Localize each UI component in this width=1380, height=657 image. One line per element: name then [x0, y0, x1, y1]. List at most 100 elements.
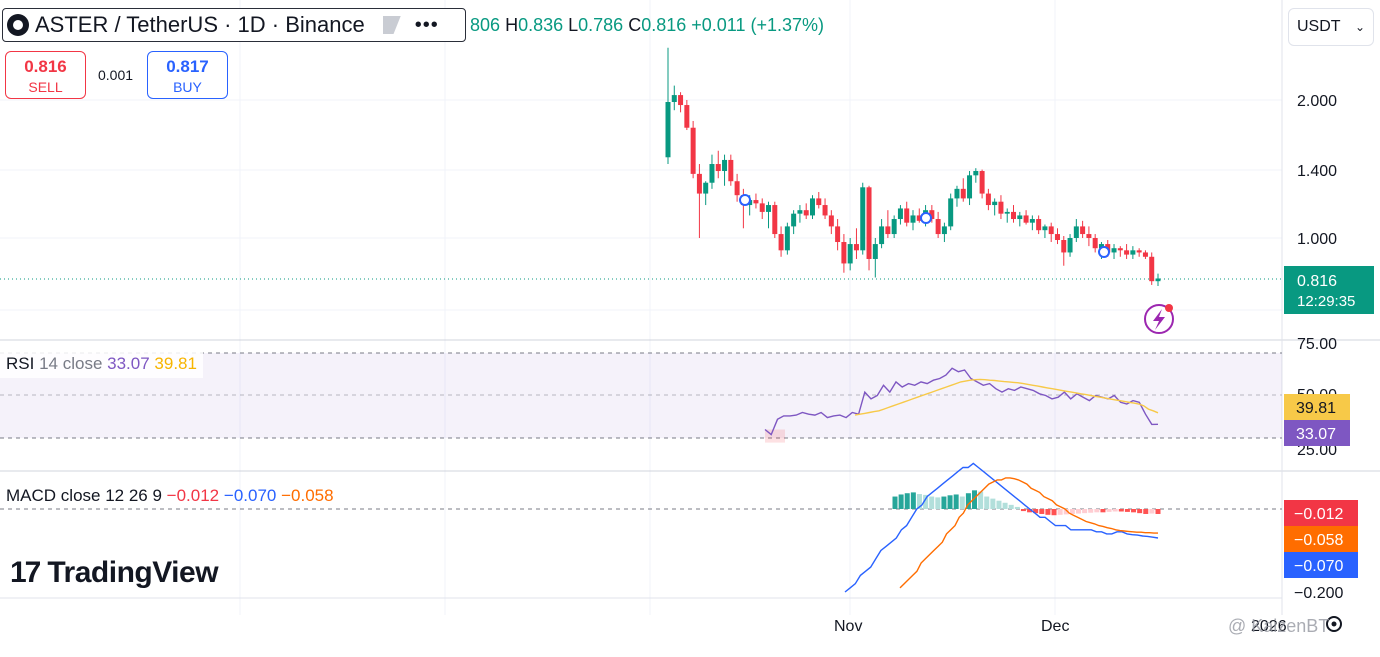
- candle-body: [1073, 226, 1079, 238]
- candle-body: [778, 234, 784, 251]
- candle-body: [784, 226, 790, 251]
- macd-layer: [844, 462, 1161, 593]
- grid: [0, 0, 1282, 615]
- more-horizontal-icon[interactable]: •••: [414, 14, 439, 36]
- lightning-alert-icon[interactable]: [1144, 304, 1174, 334]
- candle-body: [897, 208, 903, 220]
- ohlc-values: 806 H0.836 L0.786 C0.816 +0.011 (+1.37%): [470, 15, 824, 36]
- candle-body: [1149, 256, 1155, 282]
- ohlc-low-label: L: [568, 15, 579, 35]
- macd-histogram-bar: [941, 496, 947, 509]
- candle-body: [860, 187, 866, 251]
- macd-histogram-bar: [1100, 509, 1106, 513]
- candle-body: [967, 175, 973, 199]
- svg-text:33.07: 33.07: [1296, 426, 1336, 443]
- sell-button[interactable]: 0.816 SELL: [5, 51, 86, 99]
- macd-histogram-bar: [959, 496, 965, 509]
- candle-body: [904, 208, 910, 223]
- rsi-legend-ma: 39.81: [154, 354, 197, 373]
- time-tick: Nov: [834, 618, 862, 635]
- currency-select[interactable]: USDT ⌄: [1288, 8, 1374, 46]
- candle-body: [929, 210, 935, 220]
- candle-body: [722, 159, 728, 172]
- macd-histogram-bar: [898, 494, 904, 509]
- ohlc-close: 0.816: [641, 15, 687, 35]
- macd-histogram-bar: [1014, 506, 1020, 509]
- macd-histogram-bar: [892, 496, 898, 509]
- event-marker-icon[interactable]: [739, 194, 751, 206]
- event-marker-icon[interactable]: [920, 212, 932, 224]
- price-tick: 2.000: [1297, 93, 1337, 110]
- macd-histogram-bar: [1027, 509, 1033, 513]
- macd-legend-macd: −0.070: [223, 486, 277, 505]
- macd-legend[interactable]: MACD close 12 26 9 −0.012 −0.070 −0.058: [6, 486, 334, 506]
- candle-body: [1130, 250, 1136, 255]
- macd-histogram-bar: [990, 498, 996, 509]
- macd-histogram-bar: [1075, 509, 1081, 514]
- currency-value: USDT: [1297, 18, 1341, 35]
- candle-body: [954, 188, 960, 199]
- macd-histogram-bar: [910, 492, 916, 509]
- symbol-header[interactable]: ASTER / TetherUS · 1D · Binance •••: [2, 8, 466, 42]
- tradingview-logo[interactable]: 17 TradingView: [10, 556, 219, 590]
- macd-histogram-bar: [1131, 509, 1137, 513]
- candle-body: [1067, 238, 1073, 253]
- time-tick: 2026: [1251, 618, 1287, 635]
- svg-text:−0.070: −0.070: [1294, 558, 1343, 575]
- price-tick: 1.000: [1297, 231, 1337, 248]
- candle-body: [872, 244, 878, 259]
- candle-body: [828, 215, 834, 227]
- macd-histogram-bar: [1143, 509, 1149, 514]
- candle-body: [998, 201, 1004, 214]
- candle-body: [973, 171, 979, 176]
- macd-histogram-bar: [1002, 502, 1008, 509]
- candle-body: [1098, 244, 1104, 249]
- candle-body: [703, 182, 709, 194]
- candle-body: [891, 219, 897, 235]
- candle-body: [910, 215, 916, 223]
- current-price-label: 0.816 12:29:35: [1284, 266, 1374, 314]
- candle-body: [841, 242, 847, 264]
- candle-body: [809, 198, 815, 216]
- candle-body: [1061, 240, 1067, 253]
- candle-body: [1054, 234, 1060, 241]
- macd-histogram-bar: [1137, 509, 1143, 514]
- candle-body: [941, 226, 947, 235]
- svg-text:−0.012: −0.012: [1294, 506, 1343, 523]
- candle-body: [684, 105, 690, 128]
- sell-label: SELL: [28, 79, 63, 95]
- candle-body: [759, 203, 765, 212]
- candle-body: [979, 171, 985, 194]
- buy-button[interactable]: 0.817 BUY: [147, 51, 228, 99]
- candle-body: [766, 205, 772, 212]
- flag-icon[interactable]: [382, 16, 401, 34]
- macd-histogram-bar: [1149, 509, 1155, 514]
- event-marker-icon[interactable]: [1098, 246, 1110, 258]
- aster-logo-icon: [7, 14, 29, 36]
- spread-value: 0.001: [98, 67, 134, 83]
- macd-histogram-bar: [947, 495, 953, 509]
- candle-body: [935, 219, 941, 235]
- candle-body: [816, 198, 822, 206]
- candle-body: [879, 226, 885, 245]
- macd-histogram-bar: [1051, 509, 1057, 516]
- macd-histogram-bar: [1124, 509, 1130, 512]
- candle-body: [665, 102, 671, 158]
- tradingview-logo-mark: 17: [10, 556, 41, 589]
- candle-body: [709, 164, 715, 183]
- symbol-title[interactable]: ASTER / TetherUS · 1D · Binance: [35, 12, 365, 37]
- macd-histogram-bar: [1118, 509, 1124, 512]
- candle-body: [1124, 250, 1130, 255]
- settings-gear-icon[interactable]: [1326, 616, 1342, 632]
- buy-price: 0.817: [166, 57, 209, 76]
- macd-histogram-bar: [1033, 509, 1039, 514]
- ohlc-change: +0.011 (+1.37%): [691, 15, 825, 35]
- macd-histogram-bar: [1069, 509, 1075, 514]
- ohlc-low: 0.786: [578, 15, 624, 35]
- candle-body: [797, 210, 803, 214]
- tradingview-logo-text: TradingView: [47, 556, 219, 589]
- candle-body: [866, 187, 872, 259]
- rsi-legend[interactable]: RSI 14 close 33.07 39.81: [0, 352, 203, 378]
